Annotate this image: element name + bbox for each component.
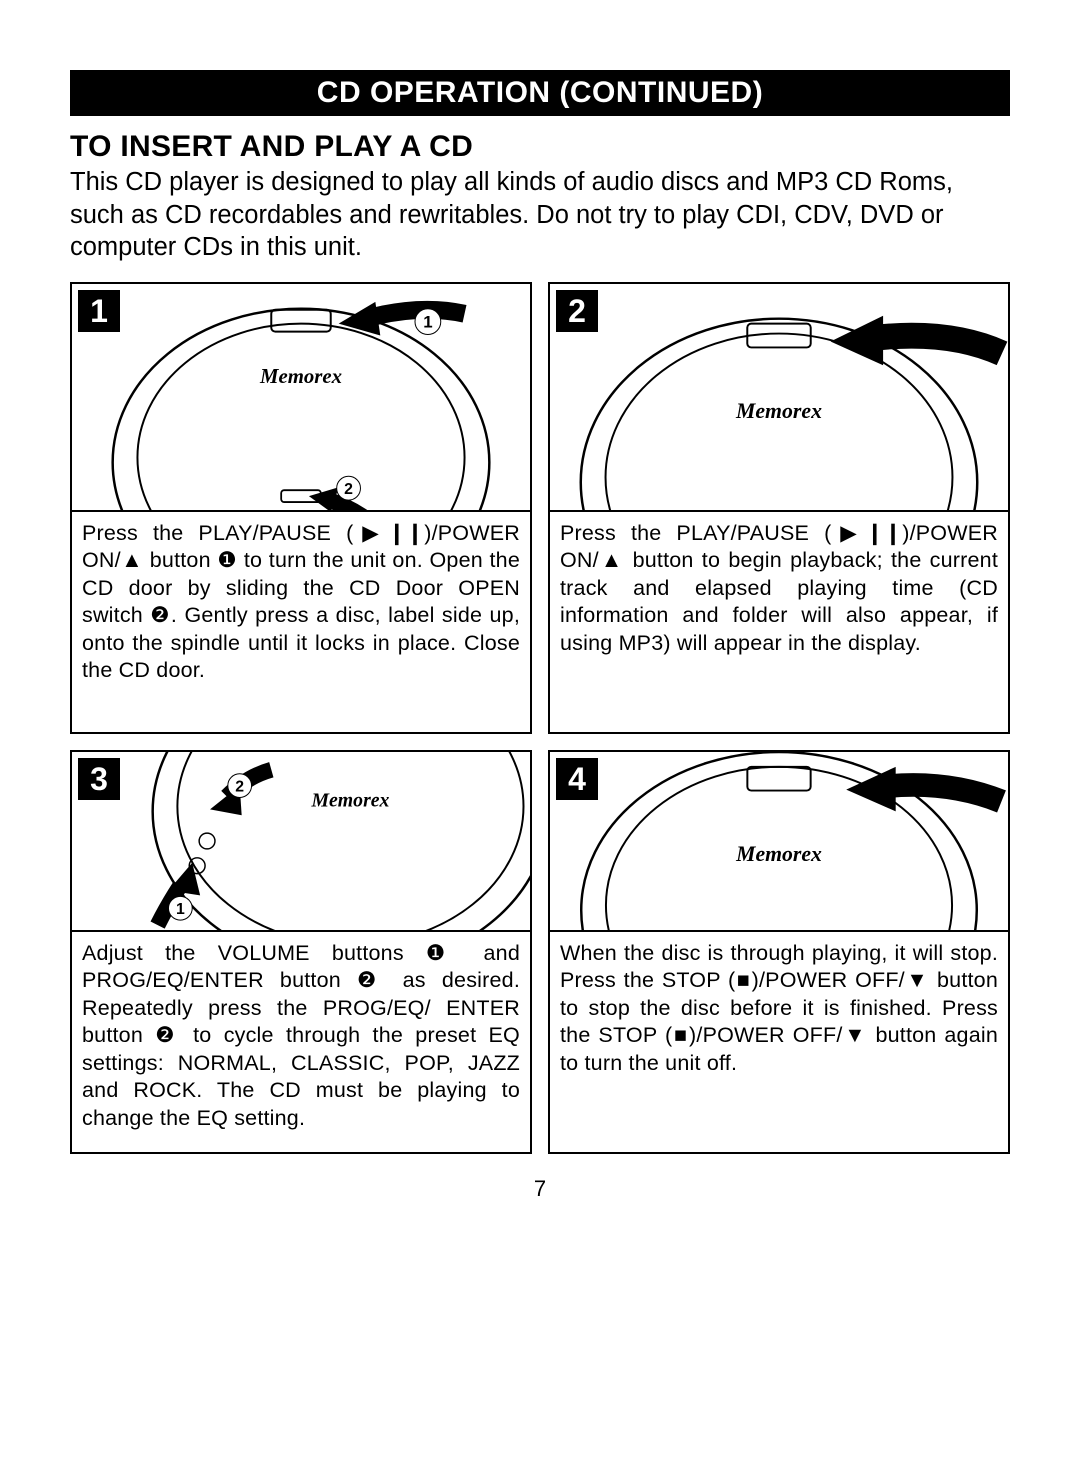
step-1-caption: Press the PLAY/PAUSE (▶❙❙)/POWER ON/▲ bu… [72,512,530,732]
step-cell-1: 1 Memorex 1 2 [70,282,532,734]
section-heading: TO INSERT AND PLAY A CD [70,130,1010,164]
step-badge-1: 1 [78,290,120,332]
svg-text:2: 2 [235,778,244,795]
step-4-caption: When the disc is through playing, it wil… [550,932,1008,1152]
svg-text:Memorex: Memorex [735,399,822,423]
title-bar: CD OPERATION (CONTINUED) [70,70,1010,116]
step-2-caption: Press the PLAY/PAUSE (▶❙❙)/POWER ON/▲ bu… [550,512,1008,732]
svg-text:1: 1 [176,901,185,918]
svg-text:Memorex: Memorex [259,364,342,388]
page-number: 7 [70,1176,1010,1202]
svg-text:2: 2 [344,481,353,498]
step-3-diagram: 3 Memorex 2 1 [72,752,530,932]
step-cell-3: 3 Memorex 2 1 Adjust the VOLUME butt [70,750,532,1154]
step-cell-2: 2 Memorex Press the PLAY/PAUSE (▶❙❙)/POW… [548,282,1010,734]
step-3-caption: Adjust the VOLUME buttons ❶ and PROG/EQ/… [72,932,530,1152]
step-badge-2: 2 [556,290,598,332]
steps-grid: 1 Memorex 1 2 [70,282,1010,1154]
svg-text:Memorex: Memorex [310,789,389,811]
svg-text:Memorex: Memorex [735,842,822,866]
step-badge-3: 3 [78,758,120,800]
step-1-diagram: 1 Memorex 1 2 [72,284,530,512]
step-badge-4: 4 [556,758,598,800]
intro-text: This CD player is designed to play all k… [70,166,1010,264]
step-cell-4: 4 Memorex When the disc is through playi… [548,750,1010,1154]
step-4-diagram: 4 Memorex [550,752,1008,932]
step-2-diagram: 2 Memorex [550,284,1008,512]
svg-text:1: 1 [423,312,432,331]
